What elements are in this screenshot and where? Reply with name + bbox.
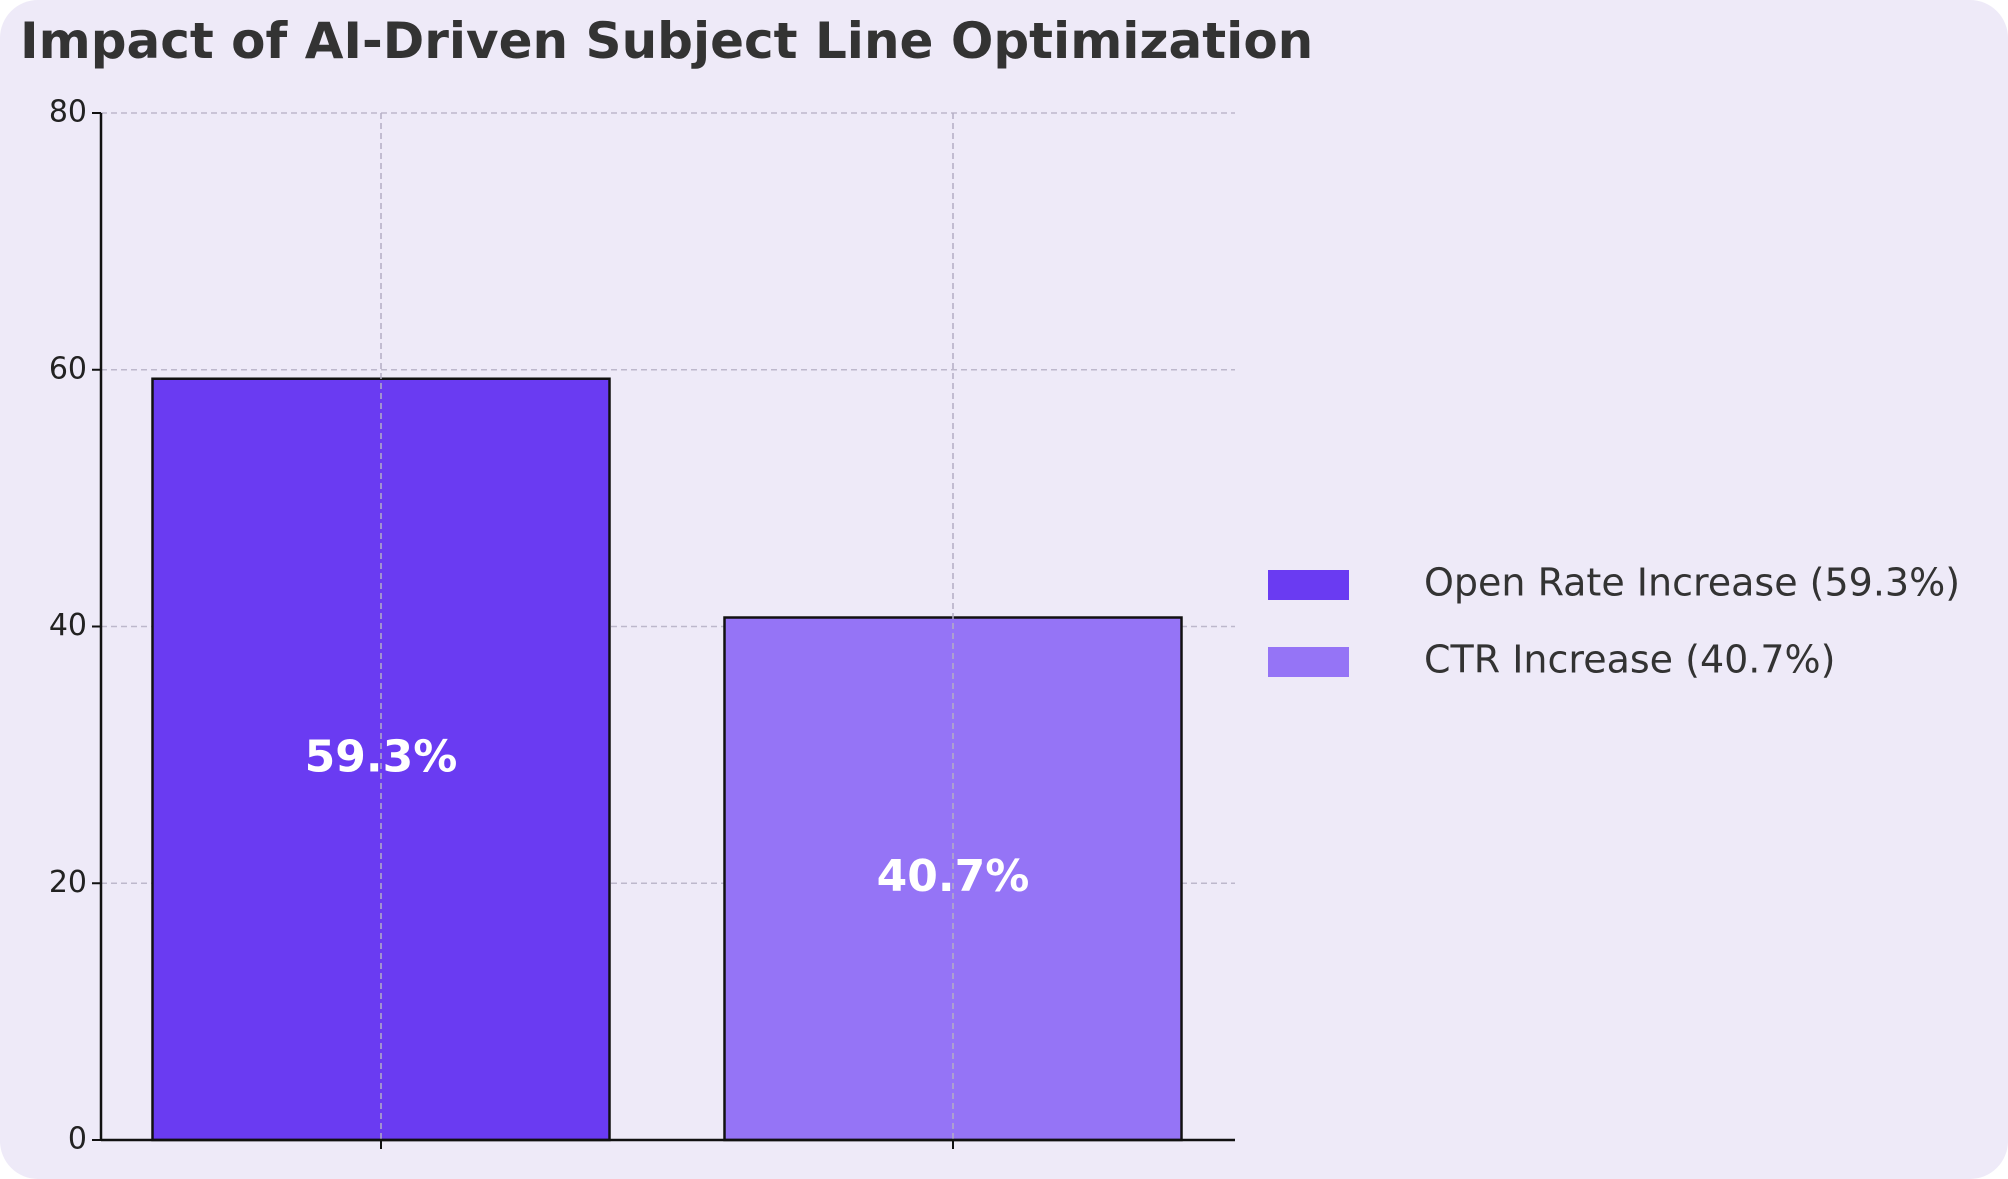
y-tick-label: 80	[49, 95, 87, 130]
chart-title: Impact of AI-Driven Subject Line Optimiz…	[20, 12, 1314, 70]
bar-data-label: 59.3%	[305, 731, 458, 782]
y-tick-label: 40	[49, 608, 87, 643]
legend-entry-label: CTR Increase (40.7%)	[1424, 638, 1836, 682]
legend-swatch	[1268, 570, 1349, 600]
y-tick-label: 20	[49, 865, 87, 900]
y-tick-label: 60	[49, 351, 87, 386]
y-tick-label: 0	[68, 1122, 87, 1157]
legend-entry-label: Open Rate Increase (59.3%)	[1424, 561, 1960, 605]
bar-data-label: 40.7%	[877, 851, 1030, 902]
legend-swatch	[1268, 647, 1349, 677]
